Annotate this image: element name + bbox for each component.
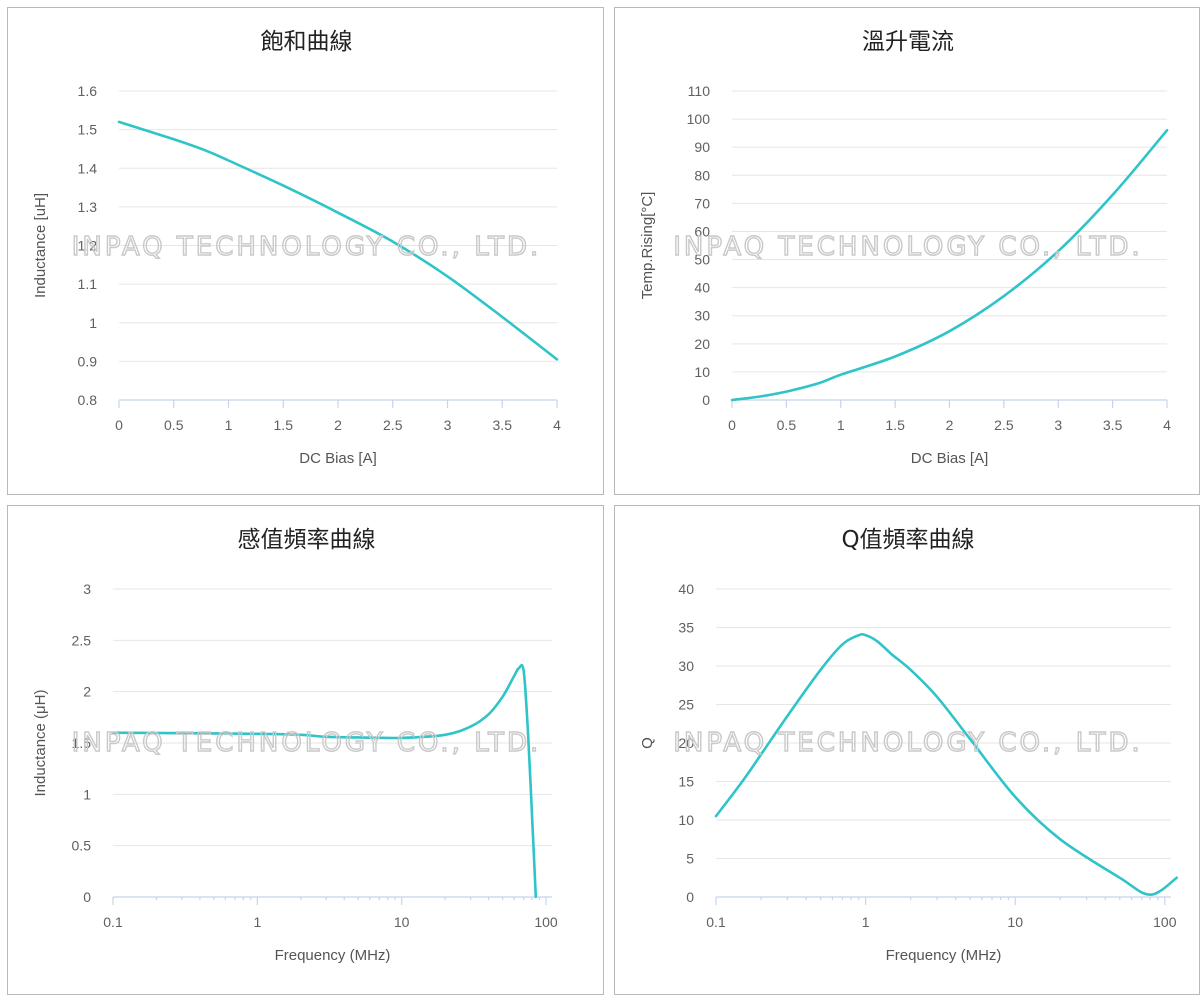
x-tick-label: 0	[728, 417, 736, 433]
y-tick-label: 10	[694, 364, 710, 380]
y-tick-label: 50	[694, 252, 710, 268]
x-tick-label: 4	[1163, 417, 1171, 433]
y-tick-label: 15	[678, 774, 694, 790]
x-tick-label: 2	[334, 417, 342, 433]
temperature-rise-chart: 0 10 20 30 40 50 60 70 80 90 100 110 0 0.5 1 1.5 2 2.5 3 3.…	[639, 29, 1171, 467]
series-line	[714, 632, 1178, 896]
x-tick-label: 2.5	[994, 417, 1014, 433]
y-tick-label: 30	[694, 308, 710, 324]
y-tick-label: 80	[694, 167, 710, 183]
watermark-text: INPAQ TECHNOLOGY CO., LTD.	[72, 232, 542, 262]
temperature-rise-chart-panel: 0 10 20 30 40 50 60 70 80 90 100 110 0 0.5 1 1.5 2 2.5 3 3.…	[614, 7, 1200, 495]
x-tick-label: 1	[253, 914, 261, 930]
x-tick-label: 3.5	[1103, 417, 1123, 433]
y-tick-label: 5	[686, 851, 694, 867]
y-tick-label: 25	[678, 697, 694, 713]
y-tick-label: 1.5	[72, 735, 92, 751]
series-line	[111, 663, 538, 899]
chart-title: 感值頻率曲線	[238, 527, 376, 553]
x-tick-label: 10	[394, 914, 410, 930]
x-tick-label: 2.5	[383, 417, 403, 433]
y-tick-label: 0	[83, 889, 91, 905]
y-axis-title: Q	[639, 737, 656, 749]
y-tick-label: 35	[678, 620, 694, 636]
y-tick-label: 0.5	[72, 838, 92, 854]
y-axis-title: Inductance (μH)	[32, 689, 49, 796]
x-tick-label: 3.5	[493, 417, 513, 433]
y-tick-label: 1.1	[78, 276, 98, 292]
y-tick-label: 1.5	[78, 122, 98, 138]
y-tick-label: 70	[694, 195, 710, 211]
y-tick-label: 90	[694, 139, 710, 155]
y-tick-label: 1	[83, 786, 91, 802]
x-tick-label: 4	[553, 417, 561, 433]
y-tick-label: 1	[89, 315, 97, 331]
chart-title: 溫升電流	[862, 29, 954, 55]
y-tick-label: 2.5	[72, 632, 92, 648]
y-tick-label: 40	[694, 280, 710, 296]
inductance-frequency-chart-panel: 0 0.5 1 1.5 2 2.5 3 0.1 1 10 100 INPAQ TECHNOLOGY C…	[7, 505, 604, 995]
x-tick-label: 0.1	[103, 914, 123, 930]
y-tick-label: 0.8	[78, 392, 98, 408]
y-tick-label: 1.2	[78, 238, 98, 254]
y-tick-label: 1.6	[78, 83, 98, 99]
y-tick-label: 0	[686, 889, 694, 905]
y-tick-label: 20	[694, 336, 710, 352]
x-tick-label: 3	[1054, 417, 1062, 433]
x-tick-label: 1.5	[274, 417, 294, 433]
y-tick-label: 20	[678, 735, 694, 751]
y-tick-label: 60	[694, 223, 710, 239]
watermark-text: INPAQ TECHNOLOGY CO., LTD.	[673, 232, 1143, 262]
x-axis-title: DC Bias [A]	[911, 450, 989, 467]
q-frequency-chart: 0 5 10 15 20 25 30 35 40 0.1 1 10 100 INPAQ TECHNOLOG…	[639, 527, 1178, 964]
x-axis-title: Frequency (MHz)	[886, 947, 1002, 964]
x-tick-label: 10	[1007, 914, 1023, 930]
x-tick-label: 1.5	[885, 417, 905, 433]
series-line	[117, 120, 559, 361]
y-axis-title: Inductance [uH]	[32, 193, 49, 298]
x-tick-label: 100	[534, 914, 558, 930]
y-tick-label: 40	[678, 581, 694, 597]
x-tick-label: 0	[115, 417, 123, 433]
x-tick-label: 0.5	[777, 417, 797, 433]
y-tick-label: 3	[83, 581, 91, 597]
x-tick-label: 3	[444, 417, 452, 433]
x-tick-label: 1	[862, 914, 870, 930]
y-axis-title: Temp.Rising[°C]	[639, 192, 656, 300]
saturation-chart-panel: 0.8 0.9 1 1.1 1.2 1.3 1.4 1.5 1.6 0 0.5 1 1.5 2 2.5 3 3.…	[7, 7, 604, 495]
x-axis-title: Frequency (MHz)	[275, 947, 391, 964]
x-tick-label: 100	[1153, 914, 1177, 930]
q-frequency-chart-panel: 0 5 10 15 20 25 30 35 40 0.1 1 10 100 INPAQ TECHNOLOG…	[614, 505, 1200, 995]
watermark-text: INPAQ TECHNOLOGY CO., LTD.	[72, 728, 542, 758]
y-tick-label: 10	[678, 812, 694, 828]
watermark-text: INPAQ TECHNOLOGY CO., LTD.	[673, 728, 1143, 758]
x-tick-label: 0.1	[706, 914, 726, 930]
chart-title: 飽和曲線	[261, 29, 353, 55]
y-tick-label: 30	[678, 658, 694, 674]
x-tick-label: 1	[225, 417, 233, 433]
y-tick-label: 0.9	[78, 353, 98, 369]
y-tick-label: 2	[83, 684, 91, 700]
chart-title: Q值頻率曲線	[841, 527, 974, 553]
y-tick-label: 1.3	[78, 199, 98, 215]
series-line	[730, 129, 1169, 402]
y-tick-label: 0	[702, 392, 710, 408]
y-tick-label: 100	[687, 111, 711, 127]
inductance-frequency-chart: 0 0.5 1 1.5 2 2.5 3 0.1 1 10 100 INPAQ TECHNOLOGY C…	[32, 527, 558, 964]
x-axis-title: DC Bias [A]	[299, 450, 377, 467]
y-tick-label: 110	[688, 83, 711, 99]
x-tick-label: 0.5	[164, 417, 184, 433]
x-tick-label: 2	[946, 417, 954, 433]
x-tick-label: 1	[837, 417, 845, 433]
saturation-chart: 0.8 0.9 1 1.1 1.2 1.3 1.4 1.5 1.6 0 0.5 1 1.5 2 2.5 3 3.…	[32, 29, 561, 467]
y-tick-label: 1.4	[78, 160, 98, 176]
